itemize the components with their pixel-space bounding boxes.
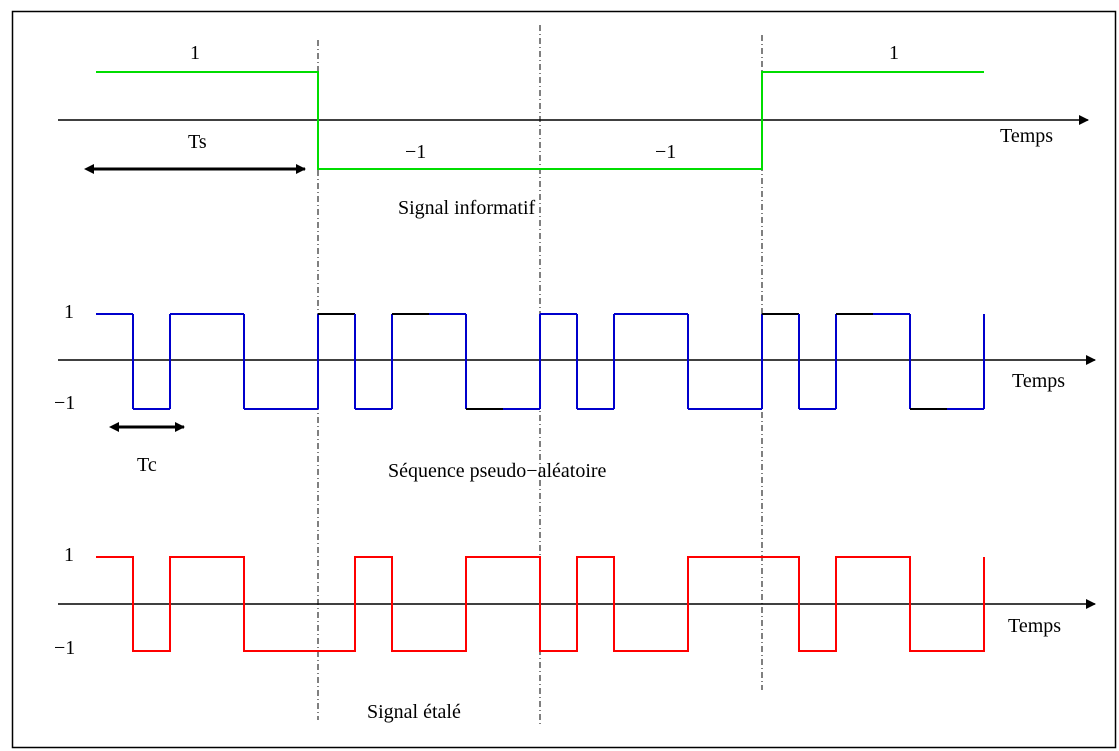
- signal-etale-caption: Signal étalé: [367, 701, 461, 723]
- sequence-pseudo-aleatoire-caption: Séquence pseudo−aléatoire: [388, 460, 607, 482]
- diagram-frame: [11, 10, 1117, 749]
- info-minus-one-label-b: −1: [655, 141, 676, 163]
- pn-one-label: 1: [64, 301, 74, 323]
- signal-informatif-caption: Signal informatif: [398, 197, 536, 219]
- ts-label: Ts: [188, 131, 207, 153]
- informative-signal-trace: [96, 71, 984, 170]
- spread-minus-one-label: −1: [54, 637, 75, 659]
- info-one-left-label: 1: [190, 42, 200, 64]
- spread-signal-trace: [96, 556, 985, 652]
- time-axis-2-label: Temps: [1012, 370, 1065, 392]
- info-one-right-label: 1: [889, 42, 899, 64]
- pn-sequence-trace: [96, 313, 985, 410]
- time-axis-1-label: Temps: [1000, 125, 1053, 147]
- time-axis-3-label: Temps: [1008, 615, 1061, 637]
- spread-one-label: 1: [64, 544, 74, 566]
- tc-label: Tc: [137, 454, 157, 476]
- pn-minus-one-label: −1: [54, 392, 75, 414]
- info-minus-one-label-a: −1: [405, 141, 426, 163]
